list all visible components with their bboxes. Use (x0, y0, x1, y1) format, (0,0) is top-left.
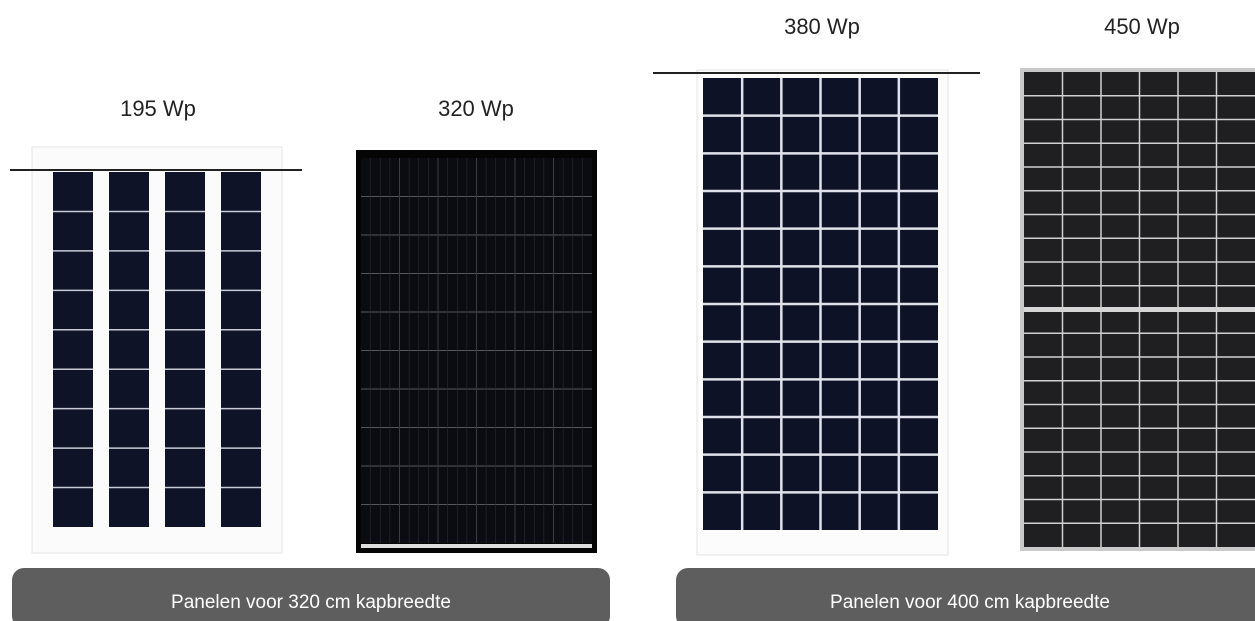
panel-label: 380 Wp (784, 14, 860, 39)
panel-strip (361, 544, 592, 548)
cell-column (53, 172, 93, 527)
panels (10, 68, 1255, 556)
group-label: Panelen voor 400 cm kapbreedte (830, 592, 1110, 613)
cell-column (165, 172, 205, 527)
group-bar (12, 568, 610, 621)
panel-label: 195 Wp (120, 96, 196, 121)
group-bar (676, 568, 1255, 621)
panel-label: 320 Wp (438, 96, 514, 121)
cell-column (221, 172, 261, 527)
group-label: Panelen voor 320 cm kapbreedte (171, 592, 451, 613)
panel-label: 450 Wp (1104, 14, 1180, 39)
cell-column (109, 172, 149, 527)
panel-split (1024, 307, 1255, 312)
